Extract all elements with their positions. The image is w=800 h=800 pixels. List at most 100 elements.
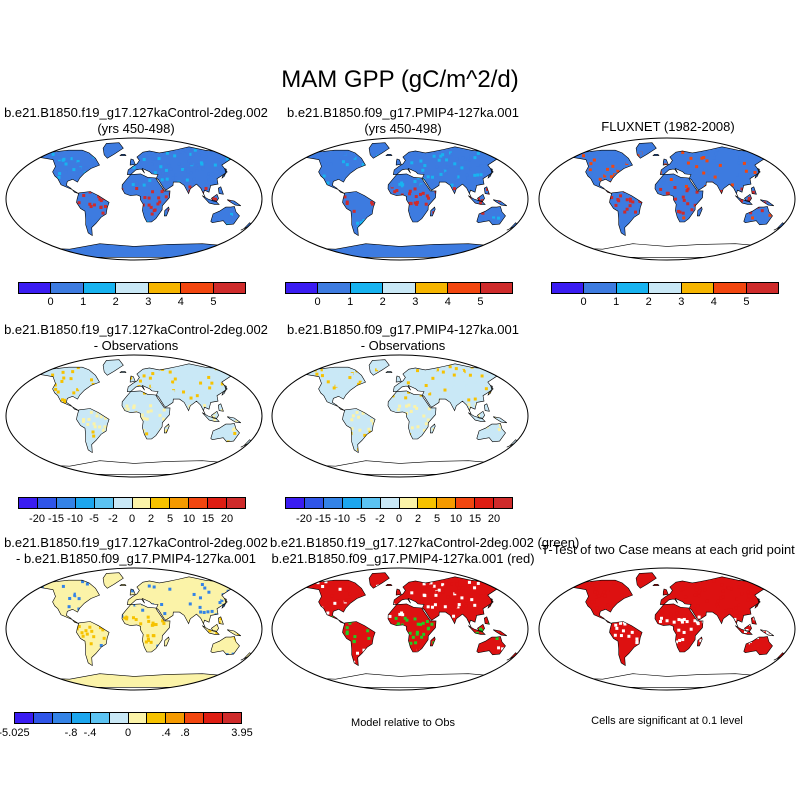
grid-cell	[446, 626, 450, 630]
grid-cell	[303, 163, 304, 167]
grid-cell	[44, 649, 48, 653]
grid-cell	[108, 606, 112, 610]
grid-cell	[647, 614, 651, 618]
grid-cell	[484, 430, 488, 434]
grid-cell	[76, 388, 80, 392]
colorbar-tick-label: 3	[412, 296, 419, 308]
grid-cell	[356, 386, 360, 390]
grid-cell	[479, 610, 483, 614]
grid-cell	[103, 187, 107, 191]
land-antarctica	[301, 243, 500, 258]
grid-cell	[27, 209, 30, 212]
grid-cell	[563, 643, 566, 646]
grid-cell	[99, 598, 103, 602]
coastline-madagascar	[163, 636, 170, 647]
grid-cell	[398, 666, 401, 669]
grid-cell	[625, 231, 629, 235]
grid-cell	[785, 619, 788, 622]
grid-cell	[341, 207, 345, 211]
coastline-madagascar	[429, 206, 436, 217]
grid-cell	[201, 446, 205, 450]
coastline-borneo	[477, 410, 485, 420]
grid-cell	[37, 451, 41, 453]
grid-cell	[453, 434, 457, 438]
grid-cell	[583, 639, 587, 643]
grid-cell	[53, 414, 57, 418]
grid-cell	[582, 659, 586, 663]
grid-cell	[587, 187, 591, 191]
grid-cell	[414, 450, 418, 453]
grid-cell	[372, 160, 376, 164]
grid-cell	[497, 444, 501, 448]
grid-cell	[109, 190, 113, 194]
grid-cell	[189, 152, 193, 156]
grid-cell	[382, 659, 386, 663]
grid-cell	[658, 646, 662, 650]
grid-cell	[290, 651, 293, 654]
grid-cell	[651, 632, 655, 636]
grid-cell	[480, 164, 484, 168]
grid-cell	[426, 443, 430, 447]
grid-cell	[81, 643, 85, 647]
grid-cell	[54, 387, 58, 391]
grid-cell	[312, 416, 316, 420]
grid-cell	[738, 611, 742, 615]
grid-cell	[201, 221, 205, 225]
grid-cell	[238, 628, 242, 632]
grid-cell	[64, 162, 68, 166]
grid-cell	[321, 584, 325, 588]
coastline-iceland	[385, 584, 393, 586]
grid-cell	[455, 579, 459, 583]
grid-cell	[377, 175, 381, 179]
grid-cell	[438, 427, 442, 431]
land-north-america	[570, 150, 633, 194]
land-south-america	[609, 191, 643, 236]
land-australia	[476, 636, 506, 655]
colorbar-box	[456, 498, 476, 508]
colorbar-box	[94, 498, 114, 508]
grid-cell	[101, 161, 105, 165]
grid-cell	[308, 608, 312, 612]
colorbar-tick-label: 0	[128, 513, 136, 525]
grid-cell	[467, 156, 471, 160]
coastline-borneo	[744, 193, 752, 203]
grid-cell	[450, 582, 454, 586]
grid-cell	[372, 660, 376, 664]
grid-cell	[174, 196, 178, 200]
grid-cell	[395, 396, 399, 400]
grid-cell	[459, 447, 463, 451]
grid-cell	[575, 626, 579, 630]
grid-cell	[377, 381, 381, 385]
grid-cell	[292, 634, 295, 637]
grid-cell	[461, 211, 465, 215]
grid-cell	[334, 233, 338, 236]
grid-cell	[570, 212, 572, 216]
grid-cell	[335, 202, 339, 206]
grid-cell	[724, 618, 728, 622]
grid-cell	[232, 177, 236, 181]
grid-cell	[144, 659, 148, 663]
grid-cell	[582, 184, 586, 188]
grid-cell	[37, 176, 40, 180]
grid-cell	[608, 639, 612, 643]
grid-cell	[199, 641, 203, 645]
grid-cell	[470, 234, 474, 236]
grid-cell	[370, 201, 374, 205]
grid-cell	[113, 392, 117, 396]
grid-cell	[374, 217, 378, 221]
grid-cell	[196, 163, 200, 167]
grid-cell	[335, 373, 339, 377]
colorbar-tick-label: 2	[379, 296, 386, 308]
grid-cell	[291, 630, 294, 633]
grid-cell	[37, 413, 38, 417]
grid-cell	[478, 205, 482, 209]
grid-cell	[479, 180, 483, 184]
grid-cell	[122, 601, 126, 605]
grid-cell	[426, 175, 430, 179]
grid-cell	[344, 385, 348, 389]
grid-cell	[341, 642, 345, 646]
grid-cell	[283, 640, 286, 643]
grid-cell	[732, 649, 736, 653]
grid-cell	[230, 212, 234, 216]
grid-cell	[348, 401, 352, 405]
